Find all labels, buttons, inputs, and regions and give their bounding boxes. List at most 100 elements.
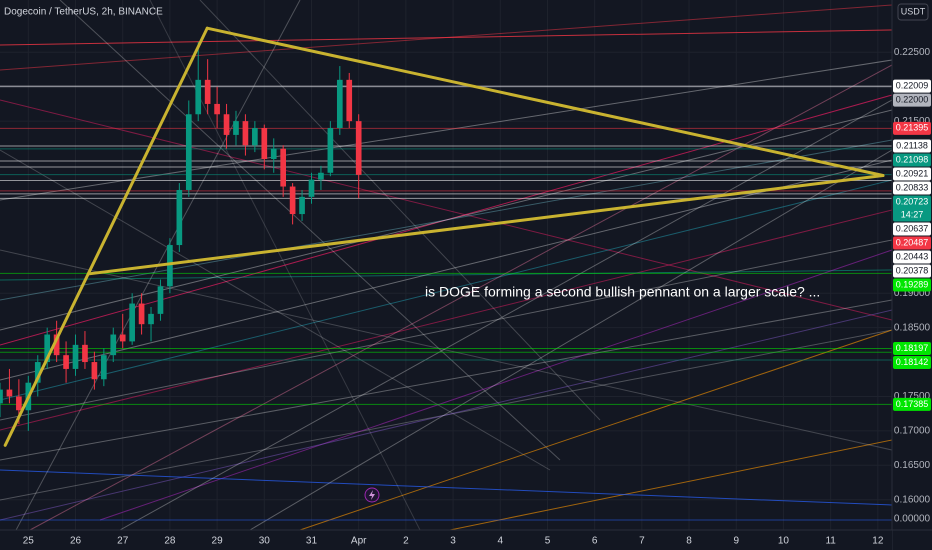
candle-body [336, 79, 343, 129]
annotation: is DOGE forming a second bullish pennant… [425, 284, 820, 300]
drawing-line [299, 329, 893, 531]
drawing-line [99, 249, 893, 521]
drawing-line [249, 149, 893, 531]
drawing-line [0, 109, 893, 331]
candle-body [119, 334, 126, 342]
price-label: 0.20378 [896, 265, 929, 275]
x-tick-label: 29 [212, 536, 224, 547]
price-label: 0.20723 [896, 196, 929, 206]
price-label-box [893, 153, 931, 167]
drawing-line [0, 4, 893, 71]
x-tick-label: 5 [545, 536, 551, 547]
price-label: 0.19289 [896, 279, 929, 289]
price-label: 0.22000 [896, 94, 929, 104]
y-tick-label: 0.22500 [894, 47, 931, 58]
x-tick-label: 25 [23, 536, 35, 547]
currency[interactable]: USDT [901, 6, 926, 16]
price-label-box [893, 79, 931, 93]
drawing-line [0, 249, 893, 451]
time-scale [0, 530, 892, 550]
drawing-line [0, 59, 893, 201]
price-label-box [893, 121, 931, 135]
candle-layer [0, 41, 362, 431]
candle-body [185, 114, 192, 190]
candle-body [138, 303, 145, 325]
candle-body [261, 128, 268, 159]
drawing-line [4, 0, 301, 550]
trendline [86, 174, 885, 276]
candle-body [346, 79, 353, 122]
y-tick-label: 0.16000 [894, 494, 931, 505]
candle-body [72, 344, 79, 369]
price-label-box [893, 397, 931, 411]
x-tick-label: 8 [686, 536, 692, 547]
drawing-line [0, 309, 893, 521]
price-label-box [893, 236, 931, 250]
price-label: 0.20833 [896, 182, 929, 192]
price-label: 0.17385 [896, 399, 929, 409]
candle-body [195, 79, 202, 115]
x-tick-label: Apr [351, 536, 367, 547]
y-tick-label: 0.16500 [894, 460, 931, 471]
candle-body [0, 389, 3, 404]
drawing-line [149, 0, 421, 531]
drawing-layer [0, 0, 893, 550]
currency-box[interactable] [897, 3, 929, 21]
chart-title: Dogecoin / TetherUS, 2h, BINANCE [4, 7, 163, 18]
y-tick-label: 0.18500 [894, 322, 931, 333]
x-tick-label: 11 [825, 536, 836, 547]
candle-body [16, 396, 22, 411]
candle-body [148, 313, 154, 325]
x-tick-label: 26 [70, 536, 82, 547]
x-tick-label: 2 [403, 536, 409, 547]
candle-body [327, 128, 334, 173]
candle-body [129, 303, 135, 342]
candle-body [242, 121, 249, 146]
candle-body [53, 334, 60, 356]
price-label-box [893, 278, 931, 292]
y-tick-label: 0.21500 [894, 116, 931, 127]
price-label-box [893, 355, 931, 369]
candle-body [34, 362, 41, 383]
candle-body [204, 79, 211, 104]
drawing-line [0, 94, 893, 346]
candle-body [167, 245, 173, 287]
price-label: 0.21138 [896, 140, 928, 150]
candle-body [299, 196, 305, 215]
drawing-line [0, 239, 893, 421]
price-label-box [893, 167, 931, 181]
drawing-line [0, 159, 893, 381]
y-tick-label: 0.19000 [894, 288, 931, 299]
event-icon-bolt[interactable] [369, 490, 375, 500]
price-label-box [893, 222, 931, 236]
candle-body [223, 114, 230, 135]
candle-body [270, 148, 277, 159]
candle-body [355, 121, 362, 175]
y-tick-label: 0.17500 [894, 391, 931, 402]
candle-body [157, 286, 164, 314]
event-icon[interactable] [364, 487, 380, 503]
x-tick-label: 6 [592, 536, 598, 547]
candle-body [318, 172, 324, 180]
price-label: 0.20637 [896, 223, 929, 233]
x-tick-label: 7 [639, 536, 645, 547]
candle-body [6, 389, 13, 397]
price-label-box [893, 264, 931, 278]
price-label-box [893, 341, 931, 355]
scale-bottom-label: 0.00000 [894, 514, 931, 525]
price-label: 0.21098 [896, 154, 929, 164]
candle-body [214, 103, 220, 115]
drawing-line [0, 209, 893, 431]
countdown-label: 14:27 [901, 209, 924, 219]
x-tick-label: 4 [497, 536, 503, 547]
drawing-line [0, 149, 551, 471]
candle-body [289, 186, 296, 215]
candle-body [63, 355, 69, 369]
price-label: 0.20487 [896, 237, 929, 247]
price-label-box [893, 250, 931, 264]
price-label: 0.18197 [896, 343, 929, 353]
drawing-line [59, 0, 561, 461]
trendline [3, 26, 209, 447]
